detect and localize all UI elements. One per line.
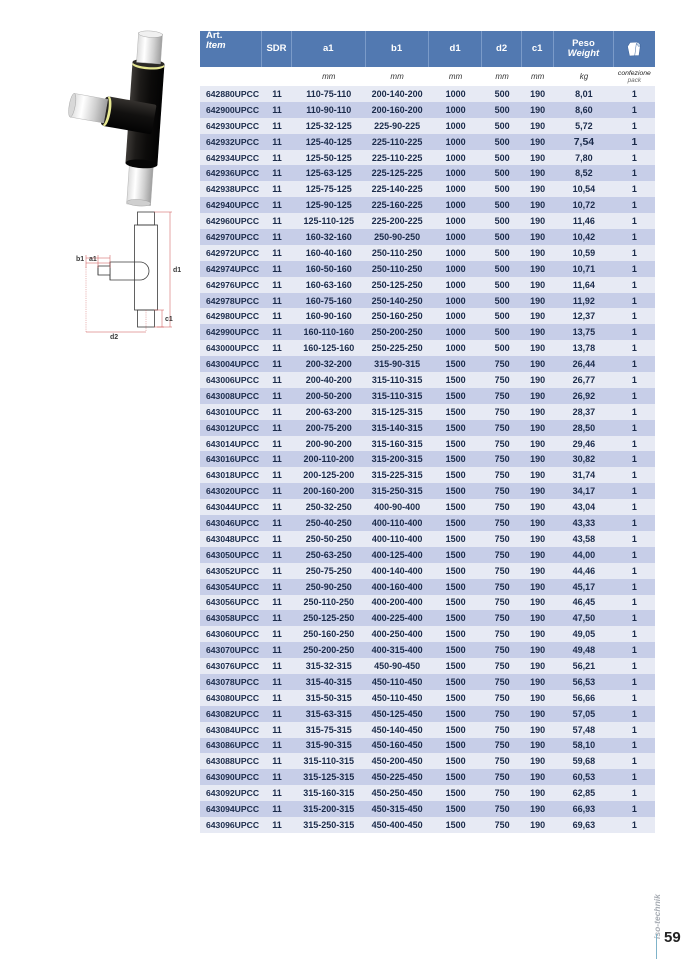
svg-text:b1: b1	[76, 256, 84, 263]
svg-text:d2: d2	[110, 334, 118, 340]
svg-text:d1: d1	[173, 267, 181, 274]
svg-text:a1: a1	[89, 256, 97, 263]
svg-text:c1: c1	[165, 316, 173, 323]
